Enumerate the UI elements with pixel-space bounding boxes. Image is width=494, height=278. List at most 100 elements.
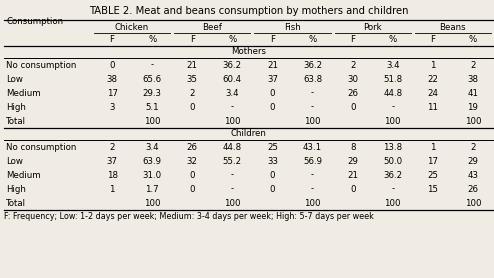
Text: 0: 0 — [270, 185, 275, 193]
Text: Low: Low — [6, 157, 23, 165]
Text: 1: 1 — [109, 185, 115, 193]
Text: 1: 1 — [430, 61, 436, 70]
Text: Children: Children — [231, 130, 266, 138]
Text: -: - — [311, 185, 314, 193]
Text: 0: 0 — [350, 103, 355, 111]
Text: Consumption: Consumption — [6, 16, 63, 26]
Text: %: % — [389, 36, 397, 44]
Text: 25: 25 — [267, 143, 278, 152]
Text: 0: 0 — [190, 185, 195, 193]
Text: 100: 100 — [384, 116, 401, 125]
Text: -: - — [311, 103, 314, 111]
Text: 17: 17 — [107, 88, 118, 98]
Text: F: F — [270, 36, 275, 44]
Text: 36.2: 36.2 — [383, 170, 402, 180]
Text: 43: 43 — [467, 170, 479, 180]
Text: 32: 32 — [187, 157, 198, 165]
Text: 11: 11 — [427, 103, 438, 111]
Text: 36.2: 36.2 — [223, 61, 242, 70]
Text: High: High — [6, 185, 26, 193]
Text: %: % — [148, 36, 156, 44]
Text: 0: 0 — [270, 103, 275, 111]
Text: 2: 2 — [470, 61, 476, 70]
Text: 26: 26 — [467, 185, 479, 193]
Text: 18: 18 — [107, 170, 118, 180]
Text: -: - — [391, 185, 394, 193]
Text: Beef: Beef — [203, 23, 222, 31]
Text: 51.8: 51.8 — [383, 75, 402, 83]
Text: Fish: Fish — [284, 23, 301, 31]
Text: Beans: Beans — [440, 23, 466, 31]
Text: 1: 1 — [430, 143, 436, 152]
Text: 8: 8 — [350, 143, 355, 152]
Text: 44.8: 44.8 — [223, 143, 242, 152]
Text: -: - — [231, 103, 234, 111]
Text: TABLE 2. Meat and beans consumption by mothers and children: TABLE 2. Meat and beans consumption by m… — [89, 6, 408, 16]
Text: 43.1: 43.1 — [303, 143, 322, 152]
Text: 5.1: 5.1 — [145, 103, 159, 111]
Text: -: - — [231, 170, 234, 180]
Text: Medium: Medium — [6, 88, 41, 98]
Text: -: - — [151, 61, 154, 70]
Text: 21: 21 — [347, 170, 358, 180]
Text: %: % — [228, 36, 237, 44]
Text: 100: 100 — [304, 198, 321, 207]
Text: 0: 0 — [190, 170, 195, 180]
Text: 29: 29 — [467, 157, 478, 165]
Text: F: F — [350, 36, 355, 44]
Text: 3: 3 — [109, 103, 115, 111]
Text: 100: 100 — [304, 116, 321, 125]
Text: F: F — [110, 36, 115, 44]
Text: 17: 17 — [427, 157, 438, 165]
Text: 3.4: 3.4 — [386, 61, 400, 70]
Text: 44.8: 44.8 — [383, 88, 402, 98]
Text: 56.9: 56.9 — [303, 157, 322, 165]
Text: 33: 33 — [267, 157, 278, 165]
Text: 35: 35 — [187, 75, 198, 83]
Text: 63.9: 63.9 — [143, 157, 162, 165]
Text: No consumption: No consumption — [6, 143, 77, 152]
Text: 0: 0 — [270, 88, 275, 98]
Text: Chicken: Chicken — [115, 23, 149, 31]
Text: 36.2: 36.2 — [303, 61, 322, 70]
Text: 100: 100 — [144, 198, 161, 207]
Text: F: F — [190, 36, 195, 44]
Text: 3.4: 3.4 — [226, 88, 239, 98]
Text: 21: 21 — [187, 61, 198, 70]
Text: Total: Total — [6, 198, 26, 207]
Text: F: F — [430, 36, 435, 44]
Text: 38: 38 — [467, 75, 479, 83]
Text: 19: 19 — [467, 103, 478, 111]
Text: 24: 24 — [427, 88, 438, 98]
Text: F: Frequency; Low: 1-2 days per week; Medium: 3-4 days per week; High: 5-7 days : F: Frequency; Low: 1-2 days per week; Me… — [4, 212, 374, 221]
Text: Total: Total — [6, 116, 26, 125]
Text: 0: 0 — [270, 170, 275, 180]
Text: No consumption: No consumption — [6, 61, 77, 70]
Text: Mothers: Mothers — [231, 48, 266, 56]
Text: 65.6: 65.6 — [143, 75, 162, 83]
Text: 50.0: 50.0 — [383, 157, 402, 165]
Text: 15: 15 — [427, 185, 438, 193]
Text: -: - — [391, 103, 394, 111]
Text: Pork: Pork — [364, 23, 382, 31]
Text: 55.2: 55.2 — [223, 157, 242, 165]
Text: 25: 25 — [427, 170, 438, 180]
Text: %: % — [308, 36, 317, 44]
Text: 37: 37 — [107, 157, 118, 165]
Text: 26: 26 — [187, 143, 198, 152]
Text: 63.8: 63.8 — [303, 75, 322, 83]
Text: Low: Low — [6, 75, 23, 83]
Text: -: - — [311, 170, 314, 180]
Text: 29: 29 — [347, 157, 358, 165]
Text: 0: 0 — [190, 103, 195, 111]
Text: 0: 0 — [109, 61, 115, 70]
Text: 1.7: 1.7 — [145, 185, 159, 193]
Text: 0: 0 — [350, 185, 355, 193]
Text: 21: 21 — [267, 61, 278, 70]
Text: 29.3: 29.3 — [143, 88, 162, 98]
Text: 100: 100 — [144, 116, 161, 125]
Text: 13.8: 13.8 — [383, 143, 402, 152]
Text: 100: 100 — [224, 116, 241, 125]
Text: 41: 41 — [467, 88, 479, 98]
Text: 100: 100 — [384, 198, 401, 207]
